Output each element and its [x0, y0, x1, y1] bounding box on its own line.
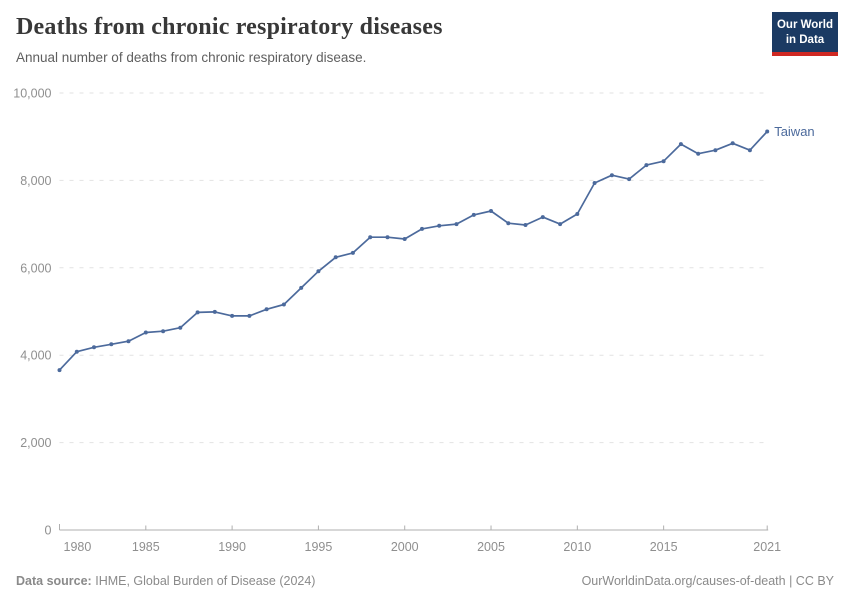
x-axis-tick-label: 2010: [563, 540, 591, 554]
data-source-label: Data source:: [16, 574, 92, 588]
data-source-text: IHME, Global Burden of Disease (2024): [95, 574, 316, 588]
data-point-1988[interactable]: [195, 310, 200, 315]
data-point-1991[interactable]: [247, 313, 252, 318]
data-point-1984[interactable]: [126, 339, 131, 344]
data-point-1990[interactable]: [230, 313, 235, 318]
data-point-2016[interactable]: [678, 142, 683, 147]
x-axis-tick-label: 1995: [305, 540, 333, 554]
data-point-1986[interactable]: [161, 329, 166, 334]
data-point-2018[interactable]: [713, 148, 718, 153]
data-point-2010[interactable]: [575, 212, 580, 216]
entity-label[interactable]: Taiwan: [774, 124, 814, 139]
data-point-2004[interactable]: [471, 212, 476, 217]
series-line-taiwan[interactable]: [58, 130, 769, 371]
data-point-1985[interactable]: [143, 330, 148, 335]
data-point-2015[interactable]: [661, 159, 666, 164]
attribution-link[interactable]: OurWorldinData.org/causes-of-death | CC …: [581, 574, 834, 588]
data-point-1997[interactable]: [350, 250, 355, 255]
data-point-2019[interactable]: [730, 141, 735, 146]
chart-footer: Data source: IHME, Global Burden of Dise…: [16, 574, 834, 588]
y-axis-tick-label: 6,000: [20, 261, 51, 275]
data-point-1982[interactable]: [92, 345, 96, 350]
data-source: Data source: IHME, Global Burden of Dise…: [16, 574, 315, 588]
x-axis-tick-label: 1980: [64, 540, 92, 554]
data-point-2001[interactable]: [420, 226, 424, 231]
owid-logo-line2: in Data: [785, 33, 825, 46]
data-point-2003[interactable]: [454, 222, 459, 227]
data-point-1998[interactable]: [368, 235, 373, 240]
owid-logo-line1: Our World: [776, 19, 833, 31]
data-point-2021[interactable]: [765, 129, 770, 134]
x-axis-tick-label: 1990: [218, 540, 246, 554]
y-axis-tick-label: 8,000: [20, 174, 51, 188]
data-point-2007[interactable]: [523, 223, 528, 227]
x-axis-tick-label: 2015: [650, 540, 678, 554]
data-point-2013[interactable]: [627, 177, 632, 182]
y-axis-tick-label: 0: [45, 524, 52, 538]
data-point-1996[interactable]: [333, 255, 338, 260]
data-point-2011[interactable]: [592, 181, 597, 185]
x-axis-tick-label: 2021: [753, 540, 781, 554]
data-point-2000[interactable]: [402, 237, 407, 241]
y-axis-tick-label: 10,000: [13, 87, 51, 101]
x-axis-tick-label: 2005: [477, 540, 505, 554]
data-point-1981[interactable]: [74, 349, 79, 354]
owid-logo[interactable]: Our World in Data: [772, 12, 838, 56]
data-point-1992[interactable]: [264, 307, 269, 312]
chart-header: Deaths from chronic respiratory diseases…: [16, 14, 756, 65]
data-point-1995[interactable]: [316, 269, 321, 274]
y-axis-tick-label: 2,000: [20, 436, 51, 450]
data-point-2005[interactable]: [489, 209, 493, 213]
x-axis-tick-label: 1985: [132, 540, 160, 554]
page-title: Deaths from chronic respiratory diseases: [16, 14, 443, 40]
data-point-1994[interactable]: [299, 285, 304, 290]
data-point-1987[interactable]: [178, 325, 183, 330]
chart-subtitle: Annual number of deaths from chronic res…: [16, 50, 367, 65]
data-point-2020[interactable]: [747, 148, 752, 153]
data-point-2014[interactable]: [644, 163, 649, 168]
data-point-2017[interactable]: [696, 151, 701, 156]
data-point-2008[interactable]: [540, 215, 545, 220]
data-point-1993[interactable]: [281, 302, 286, 307]
data-point-1980[interactable]: [57, 368, 62, 373]
y-axis-tick-label: 4,000: [20, 349, 51, 363]
data-point-2006[interactable]: [506, 221, 511, 226]
data-point-1983[interactable]: [109, 342, 114, 347]
data-point-2002[interactable]: [437, 223, 442, 228]
data-point-1999[interactable]: [385, 235, 390, 240]
x-axis-tick-label: 2000: [391, 540, 419, 554]
data-point-2012[interactable]: [609, 173, 614, 178]
data-point-2009[interactable]: [558, 222, 563, 227]
data-point-1989[interactable]: [212, 309, 217, 314]
